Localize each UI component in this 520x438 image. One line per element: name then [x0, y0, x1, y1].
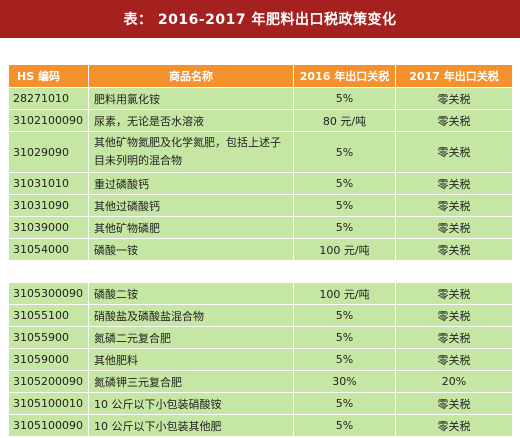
header-2016-tariff: 2016 年出口关税 [293, 64, 396, 88]
product-name-cell: 10 公斤以下小包装硝酸铵 [88, 392, 294, 415]
tariff-2016-cell: 5% [293, 194, 396, 217]
tariff-2016-cell: 5% [293, 414, 396, 437]
tariff-2017-cell: 零关税 [395, 87, 513, 110]
hs-code-cell: 3105100010 [8, 392, 89, 415]
hs-code-cell: 31054000 [8, 238, 89, 261]
table-row: 3105100090 10 公斤以下小包装其他肥 5% 零关税 [8, 414, 513, 437]
hs-code-cell: 31031010 [8, 172, 89, 195]
product-name-cell: 其他肥料 [88, 348, 294, 371]
table-row: 3105100010 10 公斤以下小包装硝酸铵 5% 零关税 [8, 392, 513, 415]
product-name-cell: 磷酸一铵 [88, 238, 294, 261]
table-row: 31054000 磷酸一铵 100 元/吨 零关税 [8, 238, 513, 261]
tariff-table-top: HS 编码 商品名称 2016 年出口关税 2017 年出口关税 2827101… [8, 64, 513, 261]
tariff-2017-cell: 零关税 [395, 131, 513, 173]
table-row: 31031010 重过磷酸钙 5% 零关税 [8, 172, 513, 195]
tariff-2017-cell: 零关税 [395, 194, 513, 217]
hs-code-cell: 3105300090 [8, 282, 89, 305]
tariff-2016-cell: 30% [293, 370, 396, 393]
header-product-name: 商品名称 [88, 64, 294, 88]
tariff-2017-cell: 零关税 [395, 172, 513, 195]
tariff-2016-cell: 100 元/吨 [293, 238, 396, 261]
tariff-2016-cell: 5% [293, 304, 396, 327]
table-row: 31059000 其他肥料 5% 零关税 [8, 348, 513, 371]
tariff-2017-cell: 零关税 [395, 238, 513, 261]
tariff-2017-cell: 零关税 [395, 348, 513, 371]
hs-code-cell: 31039000 [8, 216, 89, 239]
hs-code-cell: 3105100090 [8, 414, 89, 437]
tariff-2016-cell: 5% [293, 172, 396, 195]
table-header-row: HS 编码 商品名称 2016 年出口关税 2017 年出口关税 [8, 64, 513, 88]
tariff-2016-cell: 5% [293, 392, 396, 415]
header-hs-code: HS 编码 [8, 64, 89, 88]
tariff-2017-cell: 零关税 [395, 414, 513, 437]
hs-code-cell: 31055100 [8, 304, 89, 327]
product-name-cell: 磷酸二铵 [88, 282, 294, 305]
product-name-cell: 其他过磷酸钙 [88, 194, 294, 217]
table-row: 31055900 氮磷二元复合肥 5% 零关税 [8, 326, 513, 349]
tariff-2016-cell: 5% [293, 87, 396, 110]
tariff-2017-cell: 零关税 [395, 326, 513, 349]
table-row: 28271010 肥料用氯化铵 5% 零关税 [8, 87, 513, 110]
hs-code-cell: 31031090 [8, 194, 89, 217]
table-row: 31031090 其他过磷酸钙 5% 零关税 [8, 194, 513, 217]
tariff-2016-cell: 100 元/吨 [293, 282, 396, 305]
tariff-2017-cell: 零关税 [395, 216, 513, 239]
tariff-2016-cell: 5% [293, 348, 396, 371]
hs-code-cell: 31029090 [8, 131, 89, 173]
tariff-2017-cell: 零关税 [395, 109, 513, 132]
table-row: 31055100 硝酸盐及磷酸盐混合物 5% 零关税 [8, 304, 513, 327]
header-2017-tariff: 2017 年出口关税 [395, 64, 513, 88]
product-name-cell: 重过磷酸钙 [88, 172, 294, 195]
product-name-cell: 硝酸盐及磷酸盐混合物 [88, 304, 294, 327]
table-row: 3105200090 氮磷钾三元复合肥 30% 20% [8, 370, 513, 393]
tariff-2016-cell: 5% [293, 216, 396, 239]
tariff-table-bottom: 3105300090 磷酸二铵 100 元/吨 零关税 31055100 硝酸盐… [8, 282, 513, 437]
table-row: 3102100090 尿素，无论是否水溶液 80 元/吨 零关税 [8, 109, 513, 132]
tariff-2016-cell: 80 元/吨 [293, 109, 396, 132]
tariff-2016-cell: 5% [293, 326, 396, 349]
product-name-cell: 氮磷二元复合肥 [88, 326, 294, 349]
table-row: 31039000 其他矿物磷肥 5% 零关税 [8, 216, 513, 239]
hs-code-cell: 3102100090 [8, 109, 89, 132]
tariff-2017-cell: 零关税 [395, 392, 513, 415]
table-row: 3105300090 磷酸二铵 100 元/吨 零关税 [8, 282, 513, 305]
tariff-2017-cell: 零关税 [395, 304, 513, 327]
product-name-cell: 肥料用氯化铵 [88, 87, 294, 110]
product-name-cell: 氮磷钾三元复合肥 [88, 370, 294, 393]
product-name-cell: 其他矿物磷肥 [88, 216, 294, 239]
page-title: 表： 2016-2017 年肥料出口税政策变化 [0, 0, 520, 38]
hs-code-cell: 31055900 [8, 326, 89, 349]
hs-code-cell: 3105200090 [8, 370, 89, 393]
tariff-2017-cell: 零关税 [395, 282, 513, 305]
product-name-cell: 尿素，无论是否水溶液 [88, 109, 294, 132]
tariff-2016-cell: 5% [293, 131, 396, 173]
tariff-2017-cell: 20% [395, 370, 513, 393]
product-name-cell: 其他矿物氮肥及化学氮肥，包括上述子目未列明的混合物 [88, 131, 294, 173]
table-row: 31029090 其他矿物氮肥及化学氮肥，包括上述子目未列明的混合物 5% 零关… [8, 131, 513, 173]
hs-code-cell: 28271010 [8, 87, 89, 110]
hs-code-cell: 31059000 [8, 348, 89, 371]
product-name-cell: 10 公斤以下小包装其他肥 [88, 414, 294, 437]
